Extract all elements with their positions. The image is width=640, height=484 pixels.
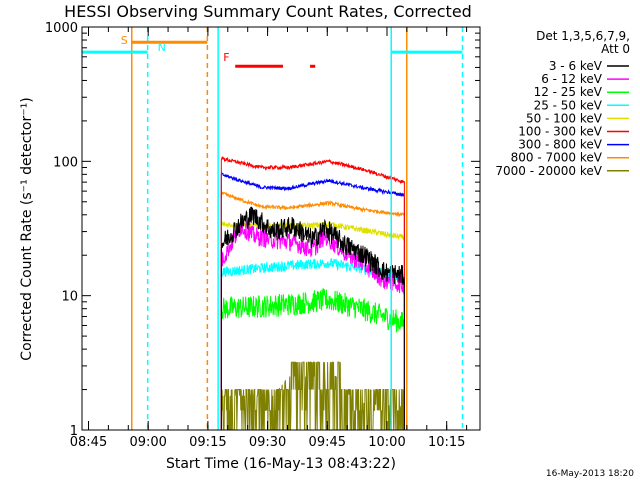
y-tick-label-2: 100 [53, 155, 78, 170]
legend-label-1: 6 - 12 keV [541, 72, 603, 86]
y-axis-label: Corrected Count Rate (s⁻¹ detector⁻¹) [19, 97, 35, 360]
legend-header-line2: Att 0 [601, 42, 630, 56]
legend-label-2: 12 - 25 keV [534, 85, 603, 99]
y-tick-label-0: 1 [70, 424, 78, 439]
marker-group [82, 27, 464, 430]
legend-label-8: 7000 - 20000 keV [495, 164, 602, 178]
annotation-label-S: S [121, 34, 128, 47]
axis-group: S N F 1 10 100 1000 08:45 09:00 09:15 09:30 09:45 10… [45, 21, 481, 450]
y-tick-label-3: 1000 [45, 21, 78, 36]
series-line-5 [220, 156, 405, 430]
x-tick-label-4: 09:45 [309, 435, 346, 450]
series-line-0 [220, 206, 405, 430]
x-axis-label: Start Time (16-May-13 08:43:22) [166, 456, 396, 472]
annotation-label-F: F [223, 51, 229, 64]
x-tick-label-6: 10:15 [428, 435, 465, 450]
series-line-2 [220, 287, 405, 430]
legend-label-0: 3 - 6 keV [549, 59, 603, 73]
x-tick-label-2: 09:15 [189, 435, 226, 450]
chart-title: HESSI Observing Summary Count Rates, Cor… [64, 2, 472, 21]
annotation-label-N: N [158, 41, 166, 54]
series-line-8 [220, 361, 405, 430]
x-tick-label-5: 10:00 [368, 435, 405, 450]
x-tick-label-0: 08:45 [70, 435, 107, 450]
x-tick-label-1: 09:00 [129, 435, 166, 450]
legend-label-7: 800 - 7000 keV [511, 151, 603, 165]
footer-timestamp: 16-May-2013 18:20 [546, 469, 634, 479]
legend-label-5: 100 - 300 keV [518, 125, 602, 139]
legend-header-line1: Det 1,3,5,6,7,9, [536, 29, 630, 43]
series-line-7 [220, 191, 405, 430]
y-tick-label-1: 10 [61, 290, 78, 305]
plot-frame [81, 26, 481, 431]
legend-label-6: 300 - 800 keV [518, 138, 602, 152]
series-group [220, 156, 405, 430]
x-tick-label-3: 09:30 [249, 435, 286, 450]
series-line-6 [220, 171, 405, 430]
legend-label-3: 25 - 50 keV [534, 98, 603, 112]
legend-label-4: 50 - 100 keV [526, 111, 603, 125]
